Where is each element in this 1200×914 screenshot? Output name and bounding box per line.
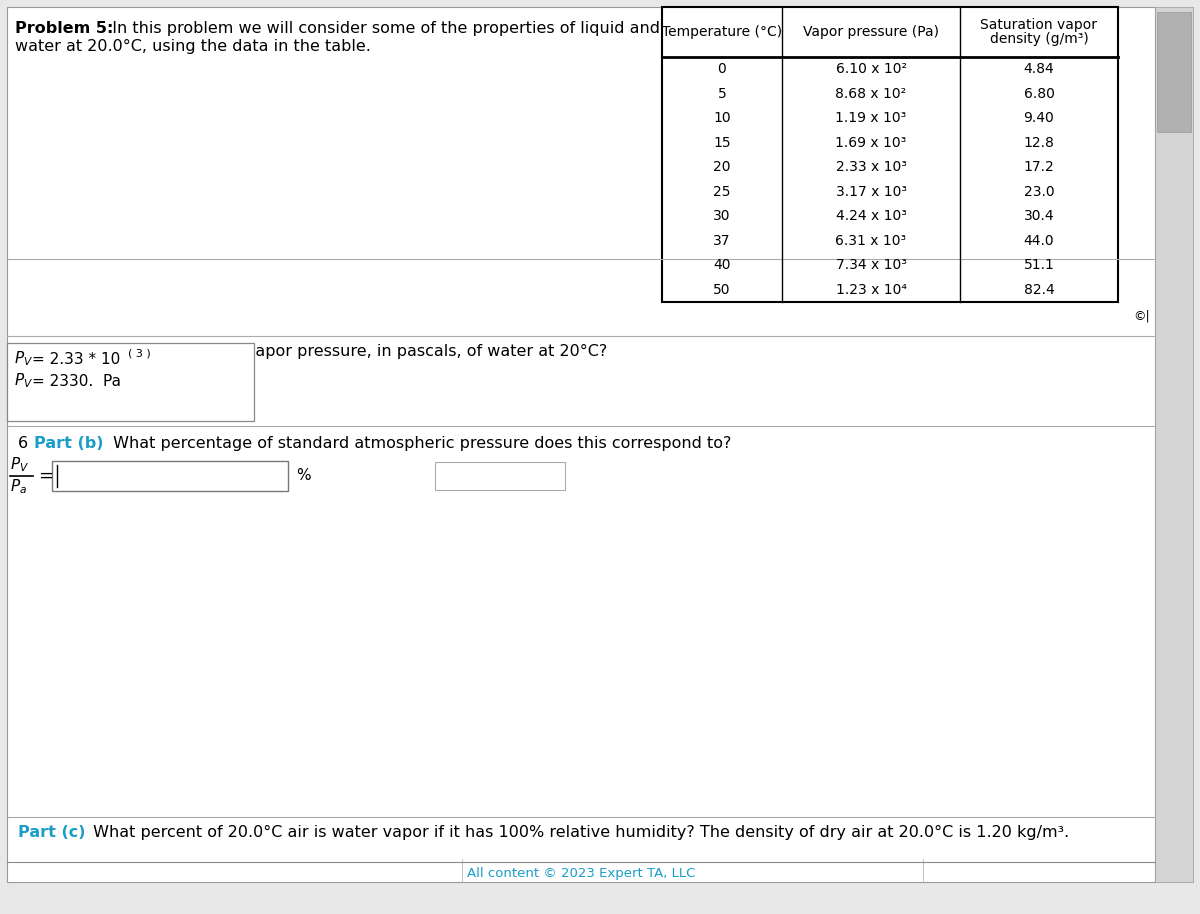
Text: 12.8: 12.8	[1024, 136, 1055, 150]
Text: 23.0: 23.0	[1024, 185, 1055, 198]
Text: 17.2: 17.2	[1024, 160, 1055, 175]
Text: 40: 40	[713, 259, 731, 272]
Text: 6: 6	[18, 436, 28, 451]
Text: 37: 37	[713, 234, 731, 248]
Text: What percent of 20.0°C air is water vapor if it has 100% relative humidity? The : What percent of 20.0°C air is water vapo…	[88, 825, 1069, 840]
Text: 9.40: 9.40	[1024, 112, 1055, 125]
Text: Temperature (°C): Temperature (°C)	[662, 25, 782, 39]
Text: 10: 10	[713, 112, 731, 125]
Bar	[436, 462, 565, 490]
Text: 6.80: 6.80	[1024, 87, 1055, 101]
Text: $P_a$: $P_a$	[10, 478, 28, 496]
Text: $P_V$: $P_V$	[14, 350, 34, 368]
Text: %: %	[296, 469, 311, 484]
Bar	[662, 7, 1118, 302]
Bar	[52, 461, 288, 491]
Text: 4.84: 4.84	[1024, 62, 1055, 76]
Text: =: =	[38, 467, 53, 485]
Text: 30: 30	[713, 209, 731, 223]
Text: = 2.33 * 10: = 2.33 * 10	[32, 352, 120, 367]
Text: 1.19 x 10³: 1.19 x 10³	[835, 112, 907, 125]
Text: 51.1: 51.1	[1024, 259, 1055, 272]
Text: 3.17 x 10³: 3.17 x 10³	[835, 185, 906, 198]
Text: 25: 25	[713, 185, 731, 198]
Text: In this problem we will consider some of the properties of liquid and vapor: In this problem we will consider some of…	[102, 21, 712, 36]
Text: 44.0: 44.0	[1024, 234, 1055, 248]
Text: 6.10 x 10²: 6.10 x 10²	[835, 62, 906, 76]
Text: ©|: ©|	[1133, 310, 1150, 323]
Text: Part (a): Part (a)	[74, 344, 144, 359]
Bar	[1154, 7, 1193, 882]
Text: 0: 0	[718, 62, 726, 76]
Text: 5: 5	[718, 87, 726, 101]
Text: 1.23 x 10⁴: 1.23 x 10⁴	[835, 282, 906, 297]
Text: 7.34 x 10³: 7.34 x 10³	[835, 259, 906, 272]
Text: 15: 15	[713, 136, 731, 150]
Text: Saturation vapor: Saturation vapor	[980, 18, 1098, 32]
Bar	[1157, 12, 1190, 132]
Text: All content © 2023 Expert TA, LLC: All content © 2023 Expert TA, LLC	[467, 867, 695, 880]
Text: 4.24 x 10³: 4.24 x 10³	[835, 209, 906, 223]
Text: What percentage of standard atmospheric pressure does this correspond to?: What percentage of standard atmospheric …	[108, 436, 731, 451]
Text: = 2330.  Pa: = 2330. Pa	[32, 374, 121, 388]
Text: $P_V$: $P_V$	[14, 372, 34, 390]
Text: $P_V$: $P_V$	[10, 456, 29, 474]
Text: Problem 5:: Problem 5:	[14, 21, 113, 36]
Text: ( 3 ): ( 3 )	[128, 348, 151, 358]
Text: Part (c): Part (c)	[18, 825, 85, 840]
Bar	[7, 343, 254, 421]
Text: 8.68 x 10²: 8.68 x 10²	[835, 87, 906, 101]
Text: Vapor pressure (Pa): Vapor pressure (Pa)	[803, 25, 940, 39]
Text: Part (b): Part (b)	[34, 436, 103, 451]
Text: 30.4: 30.4	[1024, 209, 1055, 223]
Text: 82.4: 82.4	[1024, 282, 1055, 297]
Text: 2.33 x 10³: 2.33 x 10³	[835, 160, 906, 175]
Text: density (g/m³): density (g/m³)	[990, 32, 1088, 46]
Text: What is the vapor pressure, in pascals, of water at 20°C?: What is the vapor pressure, in pascals, …	[144, 344, 607, 359]
Text: 50: 50	[713, 282, 731, 297]
Text: 1.69 x 10³: 1.69 x 10³	[835, 136, 907, 150]
Text: 20: 20	[713, 160, 731, 175]
Text: water at 20.0°C, using the data in the table.: water at 20.0°C, using the data in the t…	[14, 39, 371, 54]
Text: 6.31 x 10³: 6.31 x 10³	[835, 234, 906, 248]
